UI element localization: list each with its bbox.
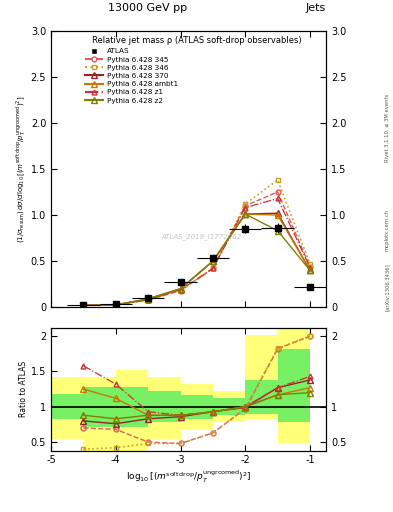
Pythia 6.428 346: [308, 261, 312, 267]
Pythia 6.428 z1: [243, 205, 248, 211]
Bar: [51, 394, 83, 419]
Pythia 6.428 346: [211, 265, 215, 271]
Pythia 6.428 z2: [243, 211, 248, 217]
Bar: [116, 370, 148, 451]
Pythia 6.428 z1: [211, 265, 215, 271]
Pythia 6.428 346: [275, 177, 280, 183]
Pythia 6.428 ambt1: [81, 302, 86, 308]
Line: Pythia 6.428 ambt1: Pythia 6.428 ambt1: [81, 211, 313, 308]
Text: Relative jet mass ρ (ATLAS soft-drop observables): Relative jet mass ρ (ATLAS soft-drop obs…: [92, 36, 302, 45]
Pythia 6.428 346: [114, 302, 118, 308]
Pythia 6.428 z2: [211, 258, 215, 264]
Line: Pythia 6.428 z1: Pythia 6.428 z1: [81, 196, 312, 308]
Pythia 6.428 370: [308, 267, 312, 273]
Bar: [213, 391, 245, 422]
Text: Jets: Jets: [306, 3, 326, 13]
Pythia 6.428 345: [211, 265, 215, 271]
Bar: [277, 349, 310, 422]
Y-axis label: Ratio to ATLAS: Ratio to ATLAS: [19, 361, 28, 417]
Bar: [245, 380, 277, 414]
Pythia 6.428 z1: [146, 297, 151, 303]
Pythia 6.428 z1: [114, 302, 118, 308]
Bar: [83, 387, 116, 426]
Pythia 6.428 z2: [275, 228, 280, 234]
Pythia 6.428 370: [146, 296, 151, 302]
Pythia 6.428 370: [81, 302, 86, 308]
Text: mcplots.cern.ch: mcplots.cern.ch: [385, 209, 389, 251]
Pythia 6.428 z2: [81, 302, 86, 308]
Y-axis label: $(1/\sigma_{\rm resum})\,d\sigma/d\log_{10}[(m^{\rm soft\,drop}/p_T^{\rm ungroom: $(1/\sigma_{\rm resum})\,d\sigma/d\log_{…: [15, 95, 28, 243]
Pythia 6.428 346: [178, 288, 183, 294]
Bar: [180, 395, 213, 419]
Pythia 6.428 z1: [275, 196, 280, 202]
Pythia 6.428 370: [114, 302, 118, 308]
Line: Pythia 6.428 345: Pythia 6.428 345: [81, 189, 312, 308]
Pythia 6.428 370: [178, 286, 183, 292]
Bar: [180, 384, 213, 430]
Bar: [277, 328, 310, 443]
Legend: ATLAS, Pythia 6.428 345, Pythia 6.428 346, Pythia 6.428 370, Pythia 6.428 ambt1,: ATLAS, Pythia 6.428 345, Pythia 6.428 34…: [82, 46, 181, 106]
Pythia 6.428 370: [275, 210, 280, 216]
Pythia 6.428 345: [243, 203, 248, 209]
Pythia 6.428 z2: [178, 286, 183, 292]
Text: ATLAS_2019_I1772062: ATLAS_2019_I1772062: [161, 233, 241, 240]
Text: Rivet 3.1.10, ≥ 3M events: Rivet 3.1.10, ≥ 3M events: [385, 94, 389, 162]
Pythia 6.428 345: [81, 302, 86, 308]
Pythia 6.428 z2: [308, 267, 312, 273]
Pythia 6.428 ambt1: [146, 296, 151, 302]
Text: 13000 GeV pp: 13000 GeV pp: [108, 3, 187, 13]
Pythia 6.428 370: [211, 258, 215, 264]
Pythia 6.428 345: [308, 264, 312, 270]
Pythia 6.428 ambt1: [114, 302, 118, 308]
Line: Pythia 6.428 z2: Pythia 6.428 z2: [81, 211, 313, 308]
Bar: [116, 387, 148, 426]
Pythia 6.428 z1: [308, 265, 312, 271]
Pythia 6.428 ambt1: [275, 212, 280, 218]
Pythia 6.428 346: [243, 201, 248, 207]
Bar: [51, 377, 83, 439]
Line: Pythia 6.428 346: Pythia 6.428 346: [81, 178, 312, 308]
Pythia 6.428 345: [114, 302, 118, 308]
Pythia 6.428 z2: [114, 302, 118, 308]
Pythia 6.428 345: [275, 189, 280, 195]
Bar: [213, 398, 245, 415]
Bar: [83, 377, 116, 451]
Pythia 6.428 ambt1: [308, 267, 312, 273]
Line: Pythia 6.428 370: Pythia 6.428 370: [81, 210, 313, 308]
Pythia 6.428 z1: [178, 287, 183, 293]
Pythia 6.428 345: [178, 288, 183, 294]
Pythia 6.428 ambt1: [243, 211, 248, 217]
X-axis label: $\log_{10}[(m^{\rm soft\,drop}/p_T^{\rm ungroomed})^2]$: $\log_{10}[(m^{\rm soft\,drop}/p_T^{\rm …: [126, 468, 252, 484]
Pythia 6.428 346: [146, 297, 151, 303]
Pythia 6.428 ambt1: [211, 258, 215, 264]
Pythia 6.428 z1: [81, 302, 86, 308]
Pythia 6.428 z2: [146, 296, 151, 302]
Bar: [148, 391, 180, 422]
Bar: [245, 335, 277, 419]
Text: [arXiv:1306.3436]: [arXiv:1306.3436]: [385, 263, 389, 311]
Bar: [148, 377, 180, 439]
Pythia 6.428 ambt1: [178, 286, 183, 292]
Pythia 6.428 370: [243, 211, 248, 217]
Pythia 6.428 345: [146, 297, 151, 303]
Pythia 6.428 346: [81, 302, 86, 308]
